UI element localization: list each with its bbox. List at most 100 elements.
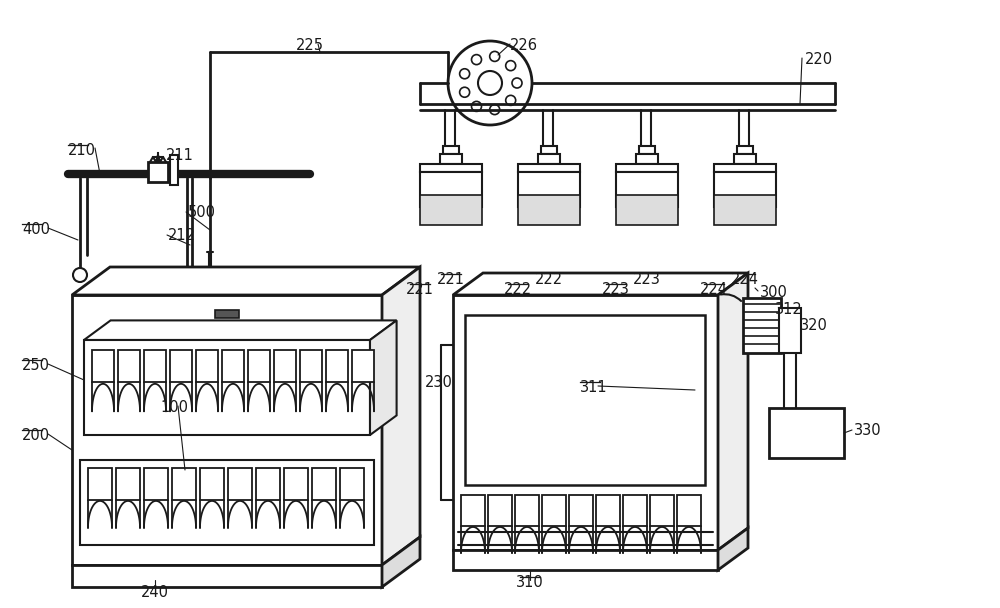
Circle shape <box>490 105 500 114</box>
Bar <box>312 468 336 500</box>
Bar <box>677 495 701 525</box>
Circle shape <box>460 69 470 79</box>
Bar <box>248 350 270 382</box>
Bar <box>222 350 244 382</box>
Text: 320: 320 <box>800 318 828 333</box>
Bar <box>461 495 485 525</box>
Bar <box>200 468 224 500</box>
Bar <box>616 195 678 225</box>
Bar <box>88 468 112 500</box>
Bar <box>616 164 678 172</box>
Text: 330: 330 <box>854 423 882 438</box>
Bar <box>144 468 168 500</box>
Polygon shape <box>382 267 420 565</box>
Circle shape <box>472 102 482 111</box>
Bar <box>420 164 482 172</box>
Polygon shape <box>382 537 420 587</box>
Circle shape <box>506 95 516 105</box>
Text: 222: 222 <box>504 282 532 297</box>
Polygon shape <box>72 267 420 295</box>
Text: 300: 300 <box>760 285 788 300</box>
Text: 223: 223 <box>633 272 661 287</box>
Bar <box>769 408 844 458</box>
Bar <box>196 350 218 382</box>
Polygon shape <box>453 550 718 570</box>
Text: 312: 312 <box>775 302 803 317</box>
Polygon shape <box>370 320 397 435</box>
Circle shape <box>490 52 500 61</box>
Bar <box>144 350 166 382</box>
Bar <box>714 195 776 225</box>
Bar <box>737 146 753 154</box>
Text: 311: 311 <box>580 380 608 395</box>
Circle shape <box>472 55 482 64</box>
Text: 222: 222 <box>535 272 563 287</box>
Bar <box>443 146 459 154</box>
Bar <box>274 350 296 382</box>
Bar <box>596 495 620 525</box>
Bar <box>170 350 192 382</box>
Text: 240: 240 <box>141 585 169 600</box>
Bar <box>515 495 539 525</box>
Text: 224: 224 <box>731 272 759 287</box>
Bar <box>465 315 705 485</box>
Polygon shape <box>72 565 382 587</box>
Bar <box>228 468 252 500</box>
Text: 210: 210 <box>68 143 96 158</box>
Bar <box>734 154 756 164</box>
Bar <box>80 460 374 545</box>
Bar <box>623 495 647 525</box>
Text: 500: 500 <box>188 205 216 220</box>
Polygon shape <box>453 295 718 550</box>
Bar <box>172 468 196 500</box>
Text: 200: 200 <box>22 428 50 443</box>
Bar <box>256 468 280 500</box>
Circle shape <box>448 41 532 125</box>
Bar <box>541 146 557 154</box>
Text: 230: 230 <box>425 375 453 390</box>
Circle shape <box>460 87 470 97</box>
Bar <box>518 172 580 207</box>
Bar <box>420 172 482 207</box>
Bar <box>616 172 678 207</box>
Polygon shape <box>208 268 212 276</box>
Bar <box>340 468 364 500</box>
Text: 310: 310 <box>516 575 544 590</box>
Bar <box>170 155 178 185</box>
Bar <box>116 468 140 500</box>
Circle shape <box>73 268 87 282</box>
Bar <box>639 146 655 154</box>
Circle shape <box>512 78 522 88</box>
Bar <box>714 164 776 172</box>
Polygon shape <box>84 340 370 435</box>
Text: 221: 221 <box>406 282 434 297</box>
Bar <box>779 308 801 353</box>
Circle shape <box>478 71 502 95</box>
Polygon shape <box>718 528 748 570</box>
Bar <box>569 495 593 525</box>
Bar <box>743 298 781 353</box>
Bar <box>488 495 512 525</box>
Circle shape <box>506 61 516 71</box>
Text: 224: 224 <box>700 282 728 297</box>
Bar <box>650 495 674 525</box>
Bar <box>118 350 140 382</box>
Text: 220: 220 <box>805 52 833 67</box>
Bar <box>300 350 322 382</box>
Text: 100: 100 <box>160 400 188 415</box>
Text: 212: 212 <box>168 228 196 243</box>
Text: 211: 211 <box>166 148 194 163</box>
Bar <box>714 172 776 207</box>
Polygon shape <box>72 295 382 565</box>
Bar <box>542 495 566 525</box>
Polygon shape <box>718 273 748 550</box>
Text: 221: 221 <box>437 272 465 287</box>
Text: 400: 400 <box>22 222 50 237</box>
Bar <box>215 310 239 318</box>
Bar <box>148 162 168 182</box>
Text: 226: 226 <box>510 38 538 53</box>
Bar <box>92 350 114 382</box>
Bar <box>518 195 580 225</box>
Bar <box>636 154 658 164</box>
Bar <box>352 350 374 382</box>
